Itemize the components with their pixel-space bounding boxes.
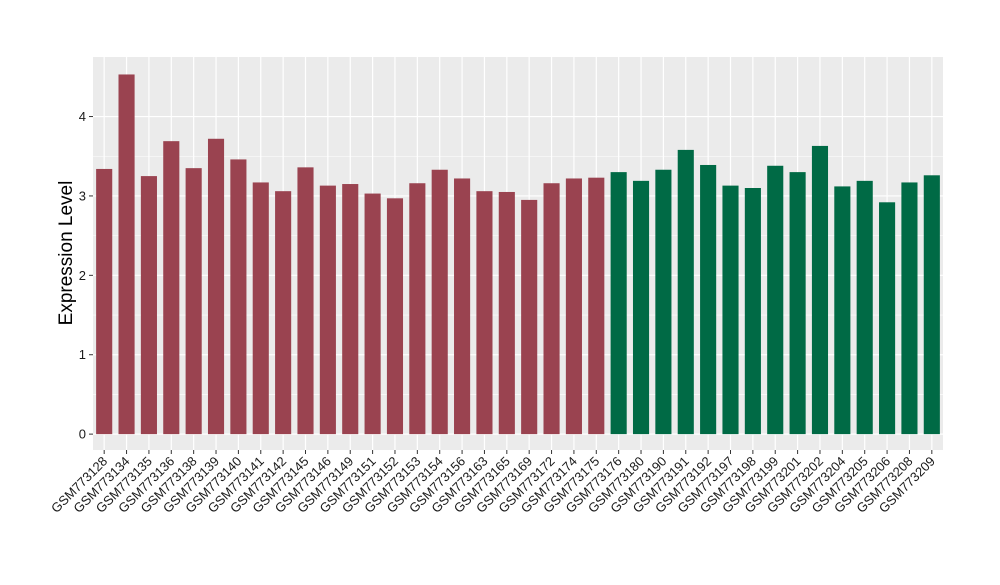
bar-GSM773198 xyxy=(744,188,761,435)
bar-GSM773146 xyxy=(319,185,336,435)
bar-GSM773197 xyxy=(722,185,739,435)
x-axis: GSM773128GSM773134GSM773135GSM773136GSM7… xyxy=(48,450,938,516)
bar-GSM773190 xyxy=(655,169,672,435)
bar-GSM773145 xyxy=(297,167,314,435)
bar-GSM773135 xyxy=(140,176,157,435)
bar-GSM773151 xyxy=(364,193,381,435)
y-tick-label: 2 xyxy=(79,268,86,283)
y-tick-label: 4 xyxy=(79,109,86,124)
bar-GSM773192 xyxy=(700,164,717,435)
bar-GSM773156 xyxy=(454,178,471,435)
bar-GSM773204 xyxy=(834,186,851,435)
bar-GSM773138 xyxy=(185,168,202,435)
bar-GSM773205 xyxy=(856,180,873,435)
bar-GSM773176 xyxy=(610,172,627,435)
bar-GSM773169 xyxy=(521,199,538,435)
bar-GSM773140 xyxy=(230,159,247,435)
y-tick-label: 3 xyxy=(79,188,86,203)
bar-GSM773142 xyxy=(275,191,292,435)
y-axis: 0 1 2 3 4 xyxy=(79,109,93,442)
bar-GSM773191 xyxy=(677,149,694,435)
bars xyxy=(96,74,940,435)
bar-GSM773152 xyxy=(386,198,404,435)
bar-GSM773153 xyxy=(409,183,426,435)
bar-GSM773180 xyxy=(632,180,650,435)
y-tick-label: 0 xyxy=(79,427,86,442)
bar-GSM773136 xyxy=(163,141,180,435)
bar-GSM773134 xyxy=(118,74,135,435)
bar-GSM773128 xyxy=(96,168,113,435)
bar-GSM773141 xyxy=(252,182,269,435)
bar-GSM773163 xyxy=(476,191,493,435)
bar-GSM773139 xyxy=(207,138,225,435)
y-axis-label: Expression Level xyxy=(56,181,77,326)
bar-GSM773165 xyxy=(498,191,515,435)
bar-GSM773154 xyxy=(431,169,448,435)
bar-GSM773199 xyxy=(767,165,784,435)
bar-GSM773202 xyxy=(811,145,829,435)
y-tick-label: 1 xyxy=(79,347,86,362)
bar-GSM773208 xyxy=(901,182,918,435)
bar-GSM773175 xyxy=(588,177,605,435)
bar-GSM773206 xyxy=(879,202,896,435)
bar-GSM773149 xyxy=(342,184,359,435)
bar-GSM773209 xyxy=(923,175,940,435)
bar-GSM773172 xyxy=(543,183,560,435)
bar-GSM773201 xyxy=(789,172,806,435)
bar-GSM773174 xyxy=(565,178,582,435)
